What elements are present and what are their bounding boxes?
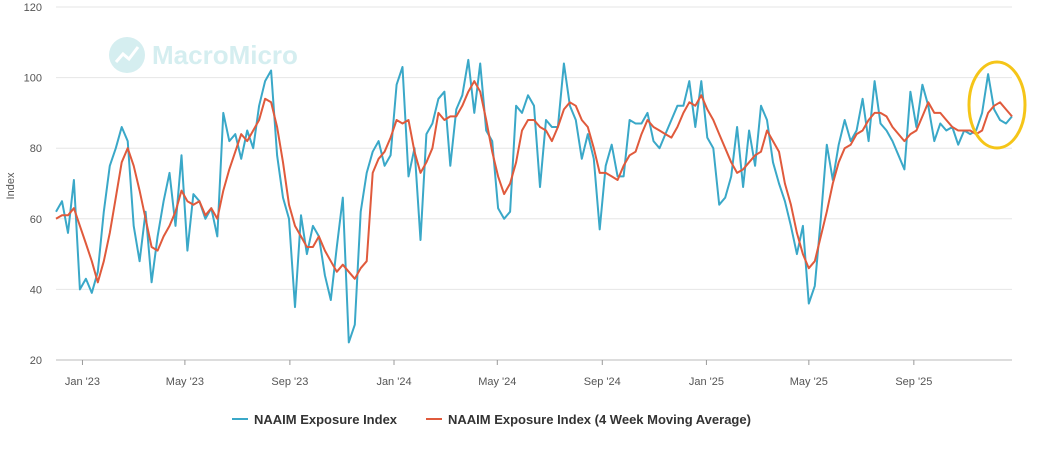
watermark-icon [109,37,145,73]
series-layer [55,58,1013,344]
y-tick-label: 100 [24,73,42,85]
x-tick-label: Sep '25 [895,376,932,388]
y-tick-label: 60 [30,214,42,226]
x-tick-label: Jan '24 [376,376,411,388]
watermark-icon-mark [114,46,140,63]
y-tick-label: 80 [30,143,42,155]
y-axis-label: Index [5,172,17,199]
legend-label-exposure: NAAIM Exposure Index [254,412,398,427]
x-axis: Jan '23 May '23 Sep '23 Jan '24 May '24 Sep '… [65,360,932,388]
y-tick-label: 20 [30,355,42,367]
x-tick-label: May '25 [790,376,828,388]
y-tick-label: 40 [30,284,42,296]
series-line-moving-average [55,80,1013,284]
highlight-circle [967,60,1027,150]
x-tick-label: Jan '23 [65,376,100,388]
watermark-text: MacroMicro [152,40,298,70]
x-tick-label: Jan '25 [689,376,724,388]
x-tick-label: Sep '23 [271,376,308,388]
series-line-exposure [55,58,1013,344]
grid-lines [56,6,1012,361]
legend[interactable]: NAAIM Exposure Index NAAIM Exposure Inde… [232,412,751,427]
x-tick-label: May '23 [166,376,204,388]
watermark-logo: MacroMicro [109,37,298,73]
legend-item-moving-average[interactable]: NAAIM Exposure Index (4 Week Moving Aver… [426,412,751,427]
y-tick-label: 120 [24,2,42,14]
legend-item-exposure[interactable]: NAAIM Exposure Index [232,412,398,427]
x-tick-label: May '24 [478,376,516,388]
legend-label-moving-average: NAAIM Exposure Index (4 Week Moving Aver… [448,412,751,427]
x-tick-label: Sep '24 [584,376,621,388]
y-axis: 20 40 60 80 100 120 [24,2,42,367]
